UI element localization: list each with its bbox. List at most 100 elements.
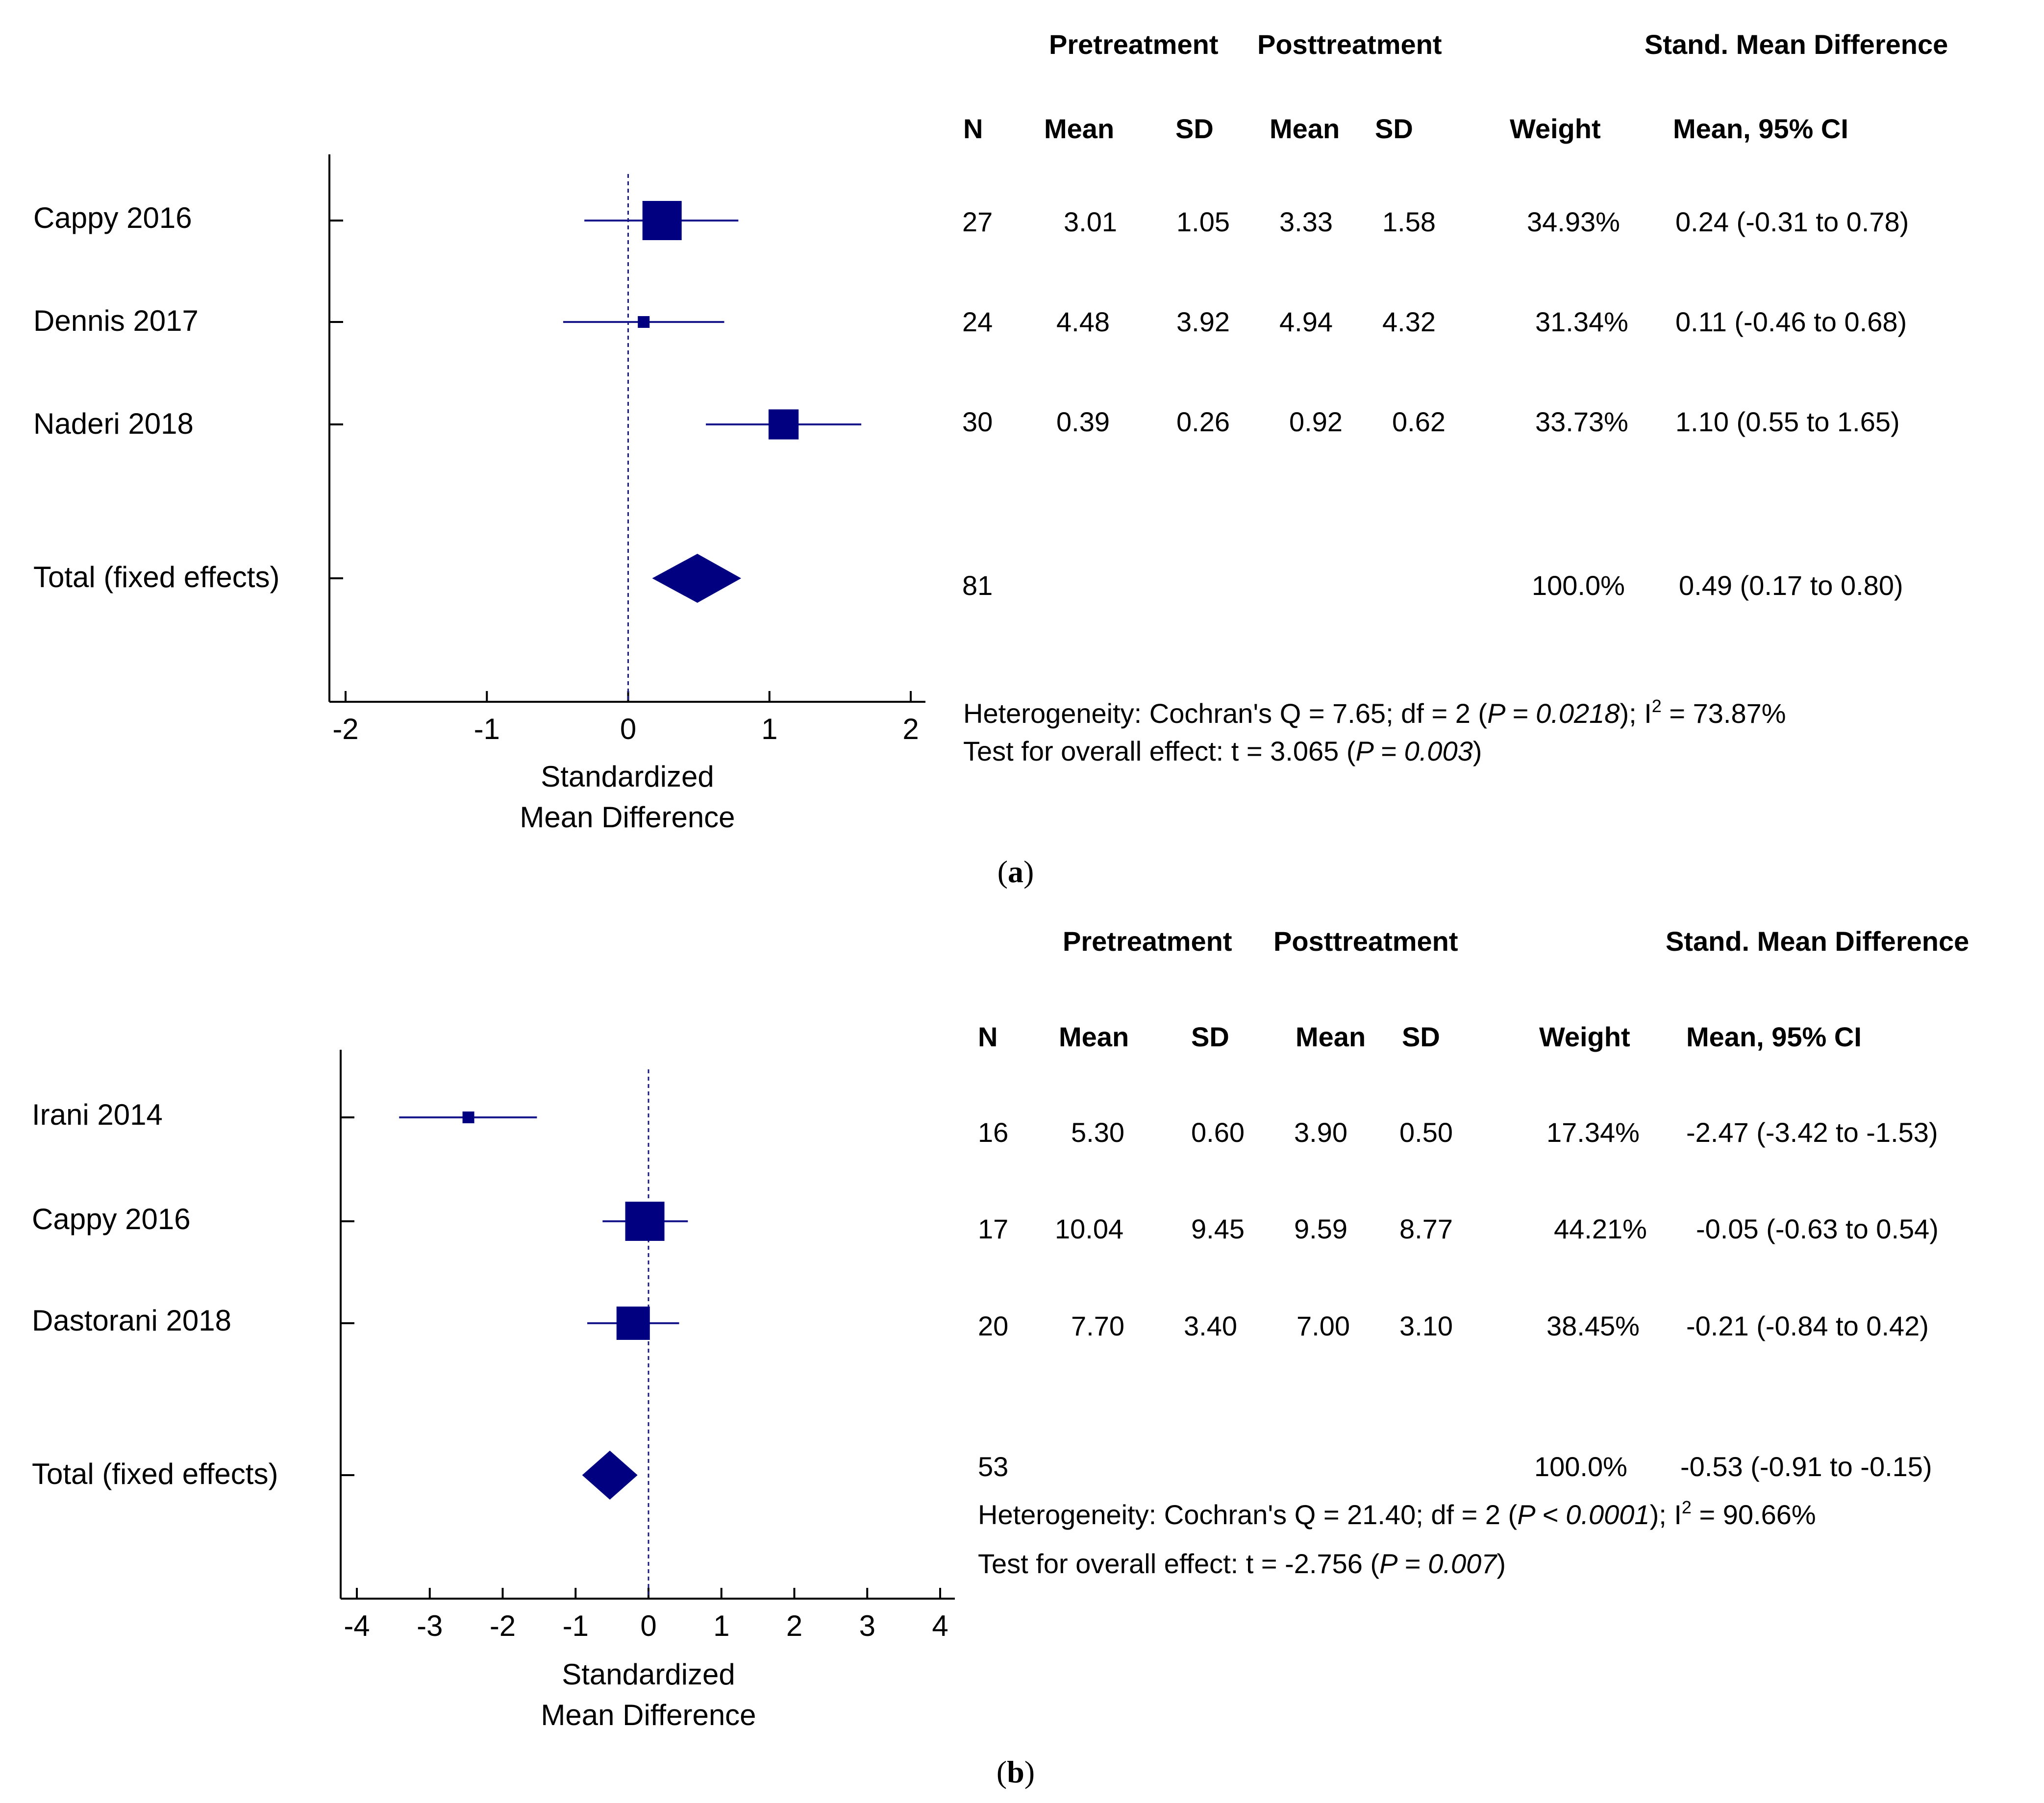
heterogeneity-text: Heterogeneity: Cochran's Q = 21.40; df =… (978, 1497, 1816, 1530)
cell-post-sd: 0.50 (1399, 1117, 1453, 1148)
cell-pre-sd: 1.05 (1176, 206, 1230, 237)
cell-post-sd: 4.32 (1382, 306, 1436, 337)
study-marker (616, 1307, 650, 1340)
cell-post-mean: 4.94 (1279, 306, 1333, 337)
cell-ci: -0.21 (-0.84 to 0.42) (1686, 1310, 1929, 1341)
total-row: 53 100.0% -0.53 (-0.91 to -0.15) (978, 1451, 1932, 1482)
x-tick-label: 2 (786, 1609, 802, 1642)
x-tick-label: -1 (474, 713, 500, 745)
x-tick-label: 2 (902, 713, 919, 745)
cell-n: 30 (962, 406, 993, 437)
total-n: 53 (978, 1451, 1008, 1482)
cell-weight: 33.73% (1535, 406, 1628, 437)
panel-caption: (b) (997, 1754, 1035, 1789)
total-n: 81 (962, 570, 993, 601)
study-marker (462, 1111, 474, 1123)
table-row: 20 7.70 3.40 7.00 3.10 38.45% -0.21 (-0.… (978, 1310, 1929, 1341)
header-stand-mean-difference: Stand. Mean Difference (1645, 29, 1948, 60)
study-marker (642, 201, 682, 240)
study-label: Naderi 2018 (33, 407, 194, 440)
total-weight: 100.0% (1532, 570, 1625, 601)
cell-post-sd: 1.58 (1382, 206, 1436, 237)
header-posttreatment: Posttreatment (1273, 926, 1458, 957)
cell-pre-sd: 0.26 (1176, 406, 1230, 437)
cell-n: 24 (962, 306, 993, 337)
header-stand-mean-difference: Stand. Mean Difference (1666, 926, 1969, 957)
cell-weight: 44.21% (1554, 1213, 1647, 1244)
table-row: 16 5.30 0.60 3.90 0.50 17.34% -2.47 (-3.… (978, 1117, 1938, 1148)
x-axis-label: Standardized (541, 760, 714, 793)
col-pre-mean: Mean (1044, 113, 1114, 144)
col-n: N (963, 113, 983, 144)
cell-ci: -0.05 (-0.63 to 0.54) (1696, 1213, 1939, 1244)
overall-effect-text: Test for overall effect: t = 3.065 (P = … (963, 736, 1482, 766)
cell-post-sd: 0.62 (1392, 406, 1446, 437)
x-axis-label: Mean Difference (541, 1699, 756, 1731)
cell-weight: 34.93% (1527, 206, 1620, 237)
total-ci: 0.49 (0.17 to 0.80) (1679, 570, 1903, 601)
cell-n: 20 (978, 1310, 1008, 1341)
cell-post-mean: 3.33 (1279, 206, 1333, 237)
study-marker (638, 316, 650, 328)
cell-weight: 38.45% (1546, 1310, 1640, 1341)
cell-pre-sd: 9.45 (1191, 1213, 1245, 1244)
forest-plot-a: -2 -1 0 1 2 (328, 154, 925, 745)
total-label: Total (fixed effects) (32, 1457, 278, 1490)
total-ci: -0.53 (-0.91 to -0.15) (1680, 1451, 1932, 1482)
cell-post-sd: 3.10 (1399, 1310, 1453, 1341)
col-mean-95ci: Mean, 95% CI (1686, 1021, 1862, 1052)
cell-post-mean: 3.90 (1294, 1117, 1347, 1148)
cell-ci: 0.11 (-0.46 to 0.68) (1675, 306, 1907, 337)
cell-pre-sd: 3.92 (1176, 306, 1230, 337)
col-post-sd: SD (1402, 1021, 1440, 1052)
header-posttreatment: Posttreatment (1257, 29, 1442, 60)
x-tick-label: 0 (620, 713, 636, 745)
col-pre-sd: SD (1191, 1021, 1229, 1052)
panel-b: Pretreatment Posttreatment Stand. Mean D… (32, 926, 1969, 1789)
cell-post-mean: 7.00 (1296, 1310, 1350, 1341)
x-tick-label: 1 (713, 1609, 729, 1642)
cell-post-sd: 8.77 (1399, 1213, 1453, 1244)
cell-pre-mean: 10.04 (1055, 1213, 1123, 1244)
cell-ci: 0.24 (-0.31 to 0.78) (1675, 206, 1909, 237)
study-label: Dastorani 2018 (32, 1304, 231, 1337)
cell-pre-mean: 4.48 (1056, 306, 1110, 337)
cell-pre-sd: 0.60 (1191, 1117, 1245, 1148)
col-pre-mean: Mean (1059, 1021, 1129, 1052)
x-tick-label: -2 (332, 713, 358, 745)
cell-n: 16 (978, 1117, 1008, 1148)
study-label: Cappy 2016 (32, 1203, 191, 1235)
col-n: N (978, 1021, 997, 1052)
col-pre-sd: SD (1175, 113, 1214, 144)
x-tick-label: -1 (563, 1609, 589, 1642)
cell-pre-mean: 0.39 (1056, 406, 1110, 437)
col-post-mean: Mean (1270, 113, 1340, 144)
table-row: 17 10.04 9.45 9.59 8.77 44.21% -0.05 (-0… (978, 1213, 1939, 1244)
col-mean-95ci: Mean, 95% CI (1673, 113, 1848, 144)
col-post-mean: Mean (1296, 1021, 1366, 1052)
heterogeneity-text: Heterogeneity: Cochran's Q = 7.65; df = … (963, 696, 1786, 729)
overall-effect-text: Test for overall effect: t = -2.756 (P =… (978, 1548, 1506, 1579)
x-tick-label: 1 (761, 713, 777, 745)
table-row: 30 0.39 0.26 0.92 0.62 33.73% 1.10 (0.55… (962, 406, 1900, 437)
forest-plot-b: -4 -3 -2 -1 0 1 2 3 4 (340, 1050, 955, 1642)
total-label: Total (fixed effects) (33, 561, 279, 593)
cell-weight: 17.34% (1546, 1117, 1640, 1148)
study-marker (625, 1202, 665, 1241)
table-row: 24 4.48 3.92 4.94 4.32 31.34% 0.11 (-0.4… (962, 306, 1907, 337)
cell-weight: 31.34% (1535, 306, 1628, 337)
header-pretreatment: Pretreatment (1049, 29, 1218, 60)
pooled-diamond (652, 554, 742, 603)
x-axis-label: Standardized (562, 1658, 735, 1691)
study-label: Irani 2014 (32, 1098, 163, 1131)
x-tick-label: 0 (640, 1609, 656, 1642)
cell-n: 17 (978, 1213, 1008, 1244)
cell-pre-mean: 3.01 (1064, 206, 1117, 237)
study-marker (768, 409, 799, 440)
cell-pre-mean: 5.30 (1071, 1117, 1124, 1148)
x-tick-label: -4 (344, 1609, 370, 1642)
total-weight: 100.0% (1534, 1451, 1627, 1482)
col-weight: Weight (1510, 113, 1601, 144)
cell-n: 27 (962, 206, 993, 237)
